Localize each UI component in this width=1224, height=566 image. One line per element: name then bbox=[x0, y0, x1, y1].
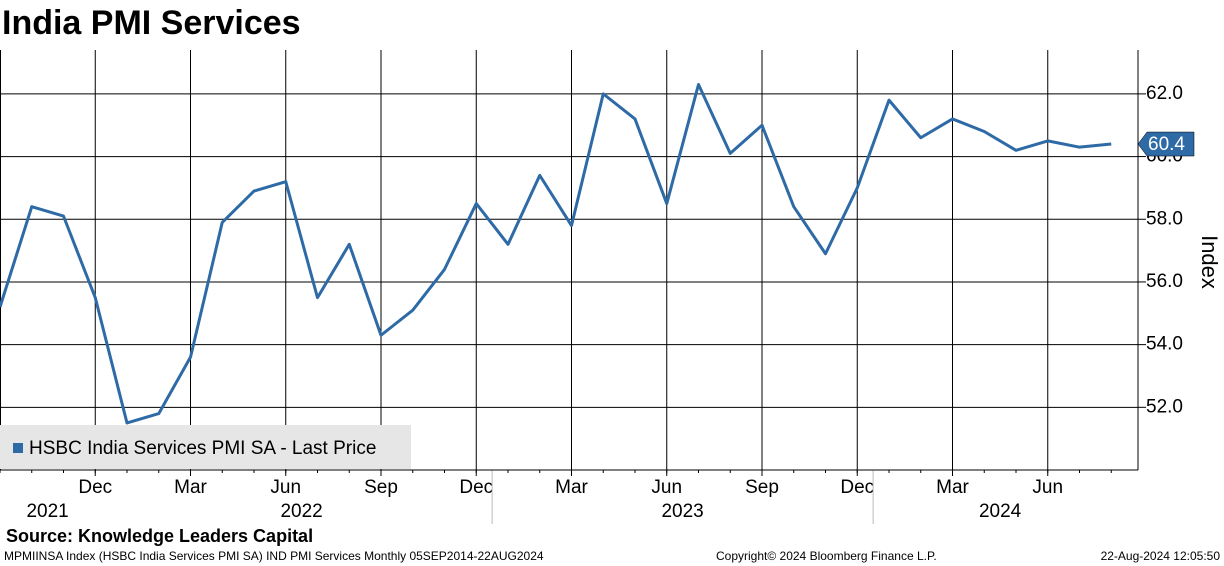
x-year-label: 2023 bbox=[661, 501, 703, 522]
x-tick-label: Sep bbox=[745, 477, 779, 498]
y-tick-label: 62.0 bbox=[1146, 83, 1183, 104]
x-year-label: 2021 bbox=[26, 501, 68, 522]
y-tick-label: 54.0 bbox=[1146, 334, 1183, 355]
y-tick-label: 56.0 bbox=[1146, 271, 1183, 292]
series-line bbox=[0, 82, 1112, 425]
x-tick-label: Mar bbox=[555, 477, 588, 498]
x-tick-label: Mar bbox=[936, 477, 969, 498]
y-tick-label: 58.0 bbox=[1146, 208, 1183, 229]
legend-box bbox=[0, 425, 411, 469]
legend-label: HSBC India Services PMI SA - Last Price bbox=[29, 438, 376, 459]
footer-center: Copyright© 2024 Bloomberg Finance L.P. bbox=[716, 549, 937, 563]
y-axis-label: Index bbox=[1197, 235, 1222, 289]
x-tick-label: Mar bbox=[174, 477, 207, 498]
x-tick-label: Jun bbox=[270, 477, 301, 498]
x-year-label: 2024 bbox=[979, 501, 1022, 522]
x-tick-label: Dec bbox=[459, 477, 493, 498]
footer-right: 22-Aug-2024 12:05:50 bbox=[1101, 549, 1221, 563]
last-value-flag bbox=[1137, 131, 1195, 157]
y-tick-label: 52.0 bbox=[1146, 396, 1183, 417]
chart-title: India PMI Services bbox=[2, 4, 301, 42]
footer-left: MPMIINSA Index (HSBC India Services PMI … bbox=[4, 549, 544, 563]
x-tick-label: Dec bbox=[840, 477, 874, 498]
source: Source: Knowledge Leaders Capital bbox=[6, 526, 313, 546]
x-tick-label: Sep bbox=[364, 477, 398, 498]
x-tick-label: Jun bbox=[1032, 477, 1063, 498]
last-value-label: 60.4 bbox=[1148, 134, 1185, 155]
x-year-label: 2022 bbox=[280, 501, 322, 522]
x-tick-label: Jun bbox=[651, 477, 682, 498]
x-tick-label: Dec bbox=[78, 477, 112, 498]
legend-swatch bbox=[13, 443, 23, 453]
